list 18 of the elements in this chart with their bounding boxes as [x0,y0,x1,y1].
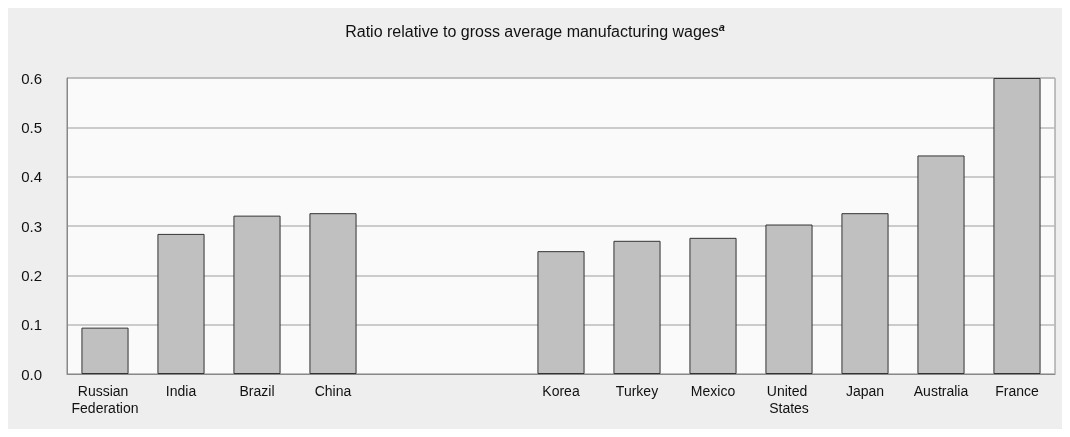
x-tick-label: Japan [845,382,885,399]
x-tick-label: China [314,382,352,399]
y-tick-label: 0.1 [21,316,42,334]
x-tick-label: India [165,382,197,399]
x-tick-label: Brazil [239,382,275,399]
y-tick-label: 0.3 [21,217,42,235]
y-tick-label: 0.5 [21,118,42,136]
x-tick-label: Korea [542,382,580,399]
x-tick-label: Mexico [690,382,736,399]
x-tick-label: Turkey [615,382,659,399]
x-tick-label: United States [766,382,812,416]
x-tick-label: Russian Federation [71,382,139,416]
y-tick-label: 0.0 [21,365,42,383]
y-tick-label: 0.6 [21,69,42,87]
x-tick-label: France [995,382,1039,399]
y-tick-label: 0.2 [21,266,42,284]
y-tick-label: 0.4 [21,168,42,186]
x-tick-label: Australia [913,382,969,399]
